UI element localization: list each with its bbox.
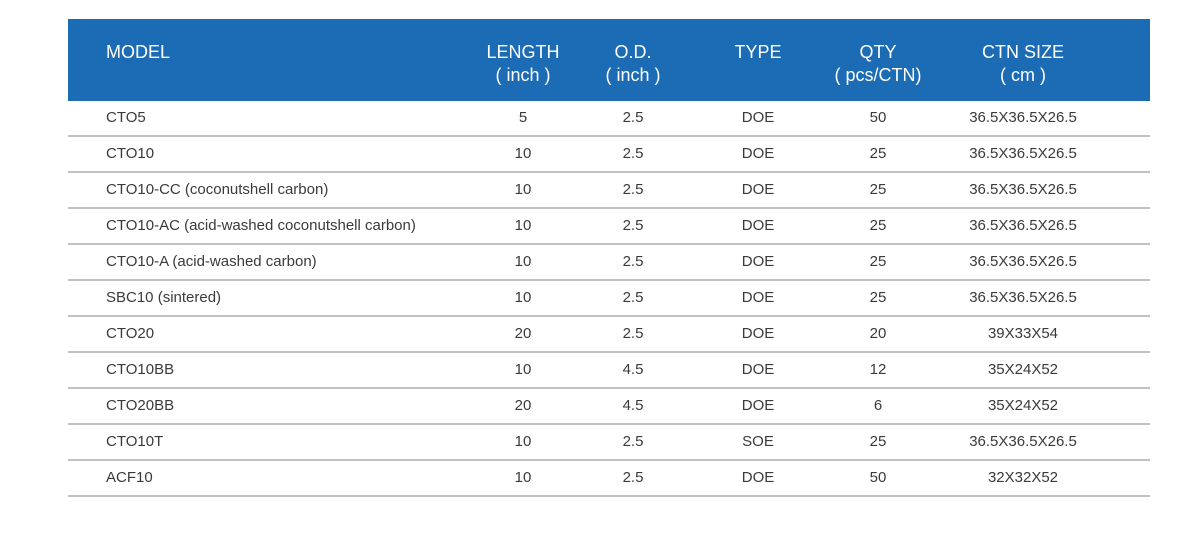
cell-ctn-size: 35X24X52 <box>987 397 1059 414</box>
cell-ctn-size: 32X32X52 <box>987 469 1059 486</box>
table-row: CTO10BB 10 4.5 DOE 12 35X24X52 <box>68 353 1150 389</box>
table-row: CTO20 20 2.5 DOE 20 39X33X54 <box>68 317 1150 353</box>
cell-type: DOE <box>741 397 775 414</box>
cell-od: 2.5 <box>622 433 644 450</box>
cell-length: 10 <box>514 253 532 270</box>
cell-model: CTO10-A (acid-washed carbon) <box>106 253 317 270</box>
table-body: CTO5 5 2.5 DOE 50 36.5X36.5X26.5 CTO10 10 2.5 DOE… <box>68 101 1150 497</box>
header-qty-unit: ( pcs/CTN) <box>834 65 922 85</box>
cell-model: SBC10 (sintered) <box>106 289 222 306</box>
cell-ctn-size: 36.5X36.5X26.5 <box>969 433 1077 450</box>
cell-od: 2.5 <box>622 253 644 270</box>
cell-length: 20 <box>514 325 532 342</box>
cell-length: 20 <box>514 397 532 414</box>
table-row: SBC10 (sintered) 10 2.5 DOE 25 36.5X36.5X26.5 <box>68 281 1150 317</box>
cell-od: 2.5 <box>622 469 644 486</box>
cell-model: CTO20 <box>106 325 155 342</box>
cell-qty: 50 <box>869 469 887 486</box>
table-row: CTO10-AC (acid-washed coconutshell carbo… <box>68 209 1150 245</box>
cell-type: DOE <box>741 361 775 378</box>
cell-qty: 25 <box>869 181 887 198</box>
cell-od: 2.5 <box>622 325 644 342</box>
table-row: CTO10-CC (coconutshell carbon) 10 2.5 DOE 25… <box>68 173 1150 209</box>
header-model-label: MODEL <box>106 42 171 62</box>
table-row: CTO10 10 2.5 DOE 25 36.5X36.5X26.5 <box>68 137 1150 173</box>
header-qty-label: QTY <box>859 42 897 62</box>
header-ctn-label: CTN SIZE <box>981 42 1064 62</box>
cell-type: DOE <box>741 253 775 270</box>
header-type-label: TYPE <box>734 42 782 62</box>
header-length-unit: ( inch ) <box>495 65 551 85</box>
header-od: O.D. ( inch ) <box>578 41 688 87</box>
cell-ctn-size: 39X33X54 <box>987 325 1059 342</box>
cell-length: 10 <box>514 289 532 306</box>
cell-type: DOE <box>741 217 775 234</box>
cell-type: DOE <box>741 469 775 486</box>
cell-type: DOE <box>741 289 775 306</box>
cell-qty: 25 <box>869 433 887 450</box>
header-od-label: O.D. <box>614 42 652 62</box>
header-od-unit: ( inch ) <box>605 65 661 85</box>
cell-length: 5 <box>518 109 528 126</box>
cell-qty: 25 <box>869 217 887 234</box>
header-ctn-unit: ( cm ) <box>1000 65 1046 85</box>
cell-length: 10 <box>514 433 532 450</box>
header-model: MODEL <box>106 41 170 64</box>
table-row: CTO10-A (acid-washed carbon) 10 2.5 DOE 25 36… <box>68 245 1150 281</box>
cell-type: DOE <box>741 325 775 342</box>
cell-length: 10 <box>514 145 532 162</box>
cell-length: 10 <box>514 361 532 378</box>
cell-od: 2.5 <box>622 289 644 306</box>
spec-table: MODEL LENGTH ( inch ) O.D. ( inch ) TYPE… <box>68 19 1150 497</box>
cell-qty: 50 <box>869 109 887 126</box>
cell-model: CTO10T <box>106 433 164 450</box>
cell-ctn-size: 36.5X36.5X26.5 <box>969 289 1077 306</box>
cell-ctn-size: 36.5X36.5X26.5 <box>969 217 1077 234</box>
cell-od: 4.5 <box>622 397 644 414</box>
header-type: TYPE <box>708 41 808 64</box>
cell-od: 2.5 <box>622 181 644 198</box>
cell-type: SOE <box>742 433 774 450</box>
cell-ctn-size: 36.5X36.5X26.5 <box>969 253 1077 270</box>
cell-ctn-size: 36.5X36.5X26.5 <box>969 181 1077 198</box>
cell-qty: 12 <box>869 361 887 378</box>
cell-model: ACF10 <box>106 469 153 486</box>
cell-model: CTO10-AC (acid-washed coconutshell carbo… <box>106 217 416 234</box>
cell-model: CTO10-CC (coconutshell carbon) <box>106 181 329 198</box>
cell-model: CTO20BB <box>106 397 175 414</box>
table-row: CTO10T 10 2.5 SOE 25 36.5X36.5X26.5 <box>68 425 1150 461</box>
cell-od: 2.5 <box>622 145 644 162</box>
header-qty: QTY ( pcs/CTN) <box>813 41 943 87</box>
cell-od: 2.5 <box>622 217 644 234</box>
table-row: CTO5 5 2.5 DOE 50 36.5X36.5X26.5 <box>68 101 1150 137</box>
table-row: ACF10 10 2.5 DOE 50 32X32X52 <box>68 461 1150 497</box>
cell-length: 10 <box>514 181 532 198</box>
cell-model: CTO10 <box>106 145 155 162</box>
cell-ctn-size: 35X24X52 <box>987 361 1059 378</box>
cell-type: DOE <box>741 181 775 198</box>
cell-model: CTO10BB <box>106 361 175 378</box>
cell-ctn-size: 36.5X36.5X26.5 <box>969 109 1077 126</box>
table-row: CTO20BB 20 4.5 DOE 6 35X24X52 <box>68 389 1150 425</box>
header-ctn-size: CTN SIZE ( cm ) <box>953 41 1093 87</box>
cell-model: CTO5 <box>106 109 146 126</box>
cell-od: 2.5 <box>622 109 644 126</box>
cell-length: 10 <box>514 217 532 234</box>
header-length-label: LENGTH <box>486 42 560 62</box>
cell-od: 4.5 <box>622 361 644 378</box>
cell-type: DOE <box>741 145 775 162</box>
cell-ctn-size: 36.5X36.5X26.5 <box>969 145 1077 162</box>
cell-type: DOE <box>741 109 775 126</box>
cell-qty: 25 <box>869 253 887 270</box>
cell-qty: 6 <box>873 397 883 414</box>
cell-qty: 25 <box>869 289 887 306</box>
cell-qty: 25 <box>869 145 887 162</box>
table-header: MODEL LENGTH ( inch ) O.D. ( inch ) TYPE… <box>68 19 1150 101</box>
cell-length: 10 <box>514 469 532 486</box>
header-length: LENGTH ( inch ) <box>468 41 578 87</box>
cell-qty: 20 <box>869 325 887 342</box>
